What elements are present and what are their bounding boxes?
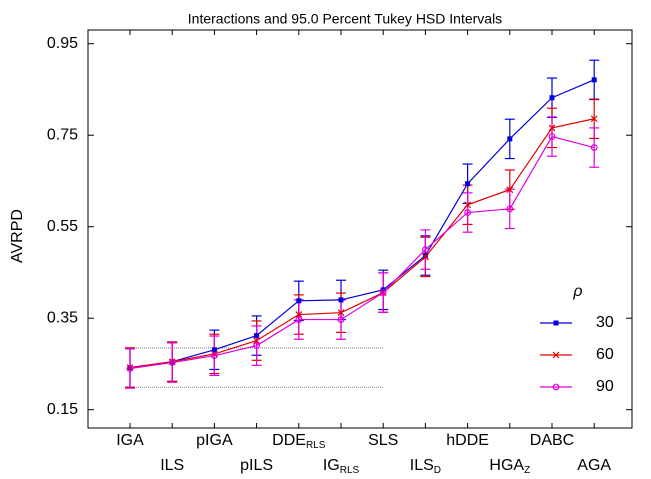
x-tick-label: SLS: [368, 432, 398, 449]
point: [168, 359, 176, 366]
point: [590, 115, 598, 123]
point: [464, 209, 472, 216]
x-tick-label-main: IG: [323, 457, 340, 474]
x-tick-label-subscript: RLS: [306, 440, 326, 451]
x-tick-label-main: pILS: [240, 457, 273, 474]
x-tick-label: IGA: [116, 432, 144, 449]
x-tick-label-main: AGA: [577, 457, 611, 474]
x-tick-label-main: ILS: [410, 457, 434, 474]
point: [295, 316, 303, 323]
point: [465, 181, 471, 187]
point: [296, 298, 302, 304]
series-line: [129, 135, 595, 370]
legend-title: ρ: [572, 283, 582, 300]
legend-label: 90: [596, 378, 614, 395]
point: [422, 246, 429, 253]
x-tick-label: pIGA: [196, 432, 233, 449]
x-tick-label-main: DABC: [530, 432, 574, 449]
point: [338, 297, 344, 303]
point: [211, 347, 217, 353]
point: [379, 289, 387, 296]
plot-frame: [87, 29, 633, 429]
y-tick-label: 0.55: [47, 218, 78, 235]
point: [253, 337, 261, 345]
x-tick-label-subscript: RLS: [340, 465, 360, 476]
point: [337, 309, 345, 317]
x-tick-label-subscript: Z: [524, 465, 530, 476]
x-tick-label-main: pIGA: [196, 432, 233, 449]
x-tick-label: AGA: [577, 457, 611, 474]
point: [548, 124, 556, 132]
point: [506, 186, 514, 194]
point: [254, 333, 260, 339]
x-tick-label: IGRLS: [323, 457, 360, 475]
chart-title: Interactions and 95.0 Percent Tukey HSD …: [188, 11, 502, 27]
legend-marker: [553, 320, 559, 326]
point: [549, 95, 555, 101]
point: [126, 364, 134, 372]
legend-label: 30: [596, 314, 614, 331]
x-tick-label-main: IGA: [116, 432, 144, 449]
x-tick-label: DDERLS: [272, 432, 326, 450]
point: [591, 77, 597, 83]
x-tick-label-main: SLS: [368, 432, 398, 449]
point: [506, 205, 514, 213]
point: [507, 136, 513, 142]
point: [422, 253, 428, 259]
x-tick-label-subscript: D: [434, 465, 441, 476]
y-tick-label: 0.35: [47, 309, 78, 326]
point: [126, 365, 134, 372]
x-tick-label-main: hDDE: [446, 432, 489, 449]
legend-marker: [552, 351, 560, 359]
y-axis-label: AVRPD: [9, 209, 26, 263]
point: [590, 144, 598, 151]
x-tick-label: HGAZ: [489, 457, 530, 475]
x-tick-label: hDDE: [446, 432, 489, 449]
y-tick-label: 0.15: [47, 401, 78, 418]
point: [548, 133, 556, 140]
series-line: [129, 118, 595, 369]
point: [168, 358, 176, 366]
x-tick-label-main: ILS: [160, 457, 184, 474]
y-tick-label: 0.75: [47, 126, 78, 143]
legend-marker: [552, 383, 560, 391]
x-tick-label: ILS: [160, 457, 184, 474]
point: [295, 311, 303, 318]
point: [337, 316, 345, 323]
point: [421, 253, 429, 261]
point: [210, 352, 218, 360]
x-tick-label: DABC: [530, 432, 574, 449]
x-tick-label: pILS: [240, 457, 273, 474]
point: [464, 201, 472, 209]
series-line: [129, 79, 595, 369]
x-tick-label-main: HGA: [489, 457, 524, 474]
point: [253, 342, 261, 350]
y-tick-label: 0.95: [47, 35, 78, 52]
x-tick-label-main: DDE: [272, 432, 306, 449]
legend-label: 60: [596, 346, 614, 363]
x-tick-label: ILSD: [410, 457, 441, 475]
